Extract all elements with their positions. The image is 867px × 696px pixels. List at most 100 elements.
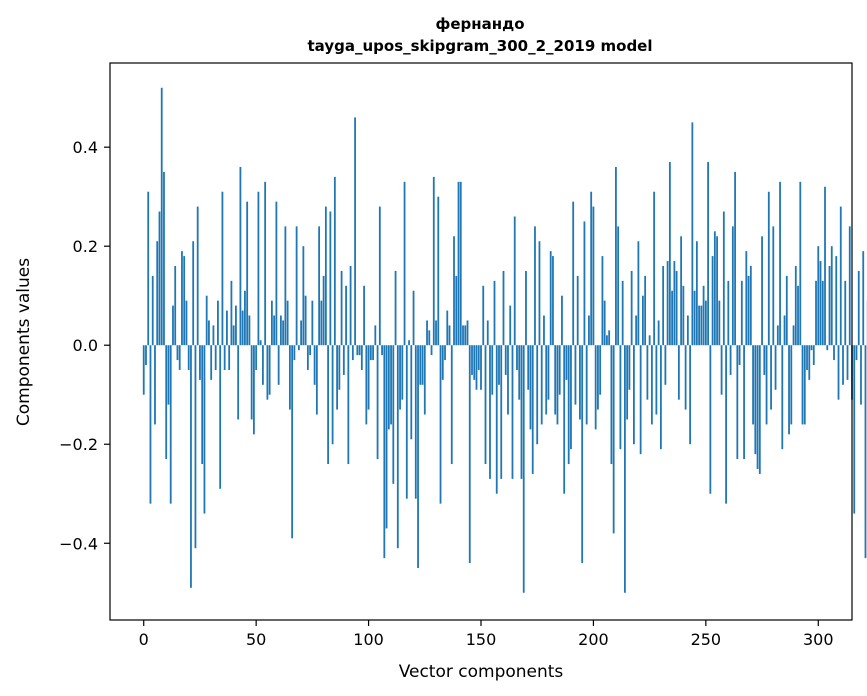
bar <box>864 345 867 559</box>
bar <box>592 206 595 346</box>
y-axis-label: Components values <box>14 258 34 426</box>
bar <box>857 270 860 346</box>
bar <box>664 345 667 385</box>
bar <box>612 345 615 534</box>
bar <box>183 256 186 346</box>
bar <box>351 345 354 361</box>
bar <box>828 266 831 346</box>
x-axis-label: Vector components <box>399 662 564 682</box>
bar <box>457 181 460 346</box>
bar <box>381 345 383 356</box>
bar <box>558 345 561 395</box>
bar <box>489 345 491 479</box>
bar <box>776 325 779 346</box>
bar <box>821 280 824 346</box>
bar <box>682 285 685 346</box>
bar <box>293 345 296 361</box>
bar <box>538 241 541 346</box>
bar <box>686 315 689 346</box>
bar <box>606 335 608 346</box>
bar <box>322 275 325 346</box>
bar <box>201 345 204 465</box>
bar <box>358 345 361 356</box>
bar <box>372 345 374 361</box>
bar <box>169 345 172 504</box>
bar <box>232 325 235 346</box>
bar <box>639 345 642 455</box>
bar <box>374 325 377 346</box>
bar <box>484 345 487 465</box>
bar <box>486 320 489 346</box>
bar <box>826 345 829 351</box>
bar <box>583 221 586 346</box>
bar <box>491 345 494 395</box>
bar <box>839 206 842 346</box>
bar <box>534 226 536 346</box>
bar <box>846 345 849 380</box>
bar <box>273 315 276 346</box>
bar <box>513 216 516 346</box>
bar <box>752 345 754 425</box>
bar <box>504 345 507 375</box>
bar <box>554 345 557 415</box>
bar <box>500 345 503 479</box>
bar <box>241 310 244 346</box>
x-tick-label: 0 <box>139 630 149 649</box>
bar <box>810 345 813 351</box>
bar <box>781 345 784 450</box>
bar <box>176 345 179 361</box>
bar <box>441 345 444 380</box>
bar <box>459 181 462 346</box>
bar <box>765 345 768 425</box>
bar <box>255 345 258 370</box>
bar <box>235 305 237 346</box>
bar <box>615 166 617 346</box>
bar <box>633 345 635 445</box>
bar <box>662 266 665 346</box>
bar <box>160 87 163 346</box>
bar <box>516 345 518 370</box>
bar <box>324 206 327 346</box>
bar <box>405 345 408 499</box>
bar <box>511 345 514 479</box>
bar <box>331 345 334 445</box>
bar <box>383 345 386 559</box>
bar <box>498 345 500 385</box>
bar <box>219 345 222 489</box>
bar <box>444 345 446 361</box>
bar <box>727 280 730 346</box>
bar <box>637 241 640 346</box>
bar <box>549 251 552 346</box>
bar <box>349 266 352 346</box>
bar <box>695 241 698 346</box>
bar <box>392 345 395 484</box>
bar <box>835 256 838 346</box>
bar <box>387 345 390 430</box>
bar <box>855 345 858 361</box>
bar <box>223 345 226 370</box>
bar <box>702 285 705 346</box>
bar <box>581 345 584 564</box>
chart-title: фернандо <box>435 15 524 33</box>
bar <box>758 345 761 474</box>
bar <box>797 285 799 346</box>
bar <box>799 181 802 346</box>
bar <box>311 300 314 346</box>
bar <box>700 305 703 346</box>
bar <box>313 345 316 385</box>
bar <box>610 345 613 465</box>
bar <box>262 345 264 385</box>
bar <box>417 345 419 569</box>
bar <box>565 345 568 380</box>
bar <box>531 345 534 474</box>
bar <box>691 122 694 346</box>
bar <box>365 345 368 425</box>
bar <box>668 162 671 346</box>
bar <box>536 345 539 445</box>
bar <box>812 345 815 366</box>
bar <box>282 320 285 346</box>
bar <box>421 345 424 385</box>
bar <box>284 226 287 346</box>
x-tick-label: 100 <box>353 630 384 649</box>
bar <box>552 256 554 346</box>
